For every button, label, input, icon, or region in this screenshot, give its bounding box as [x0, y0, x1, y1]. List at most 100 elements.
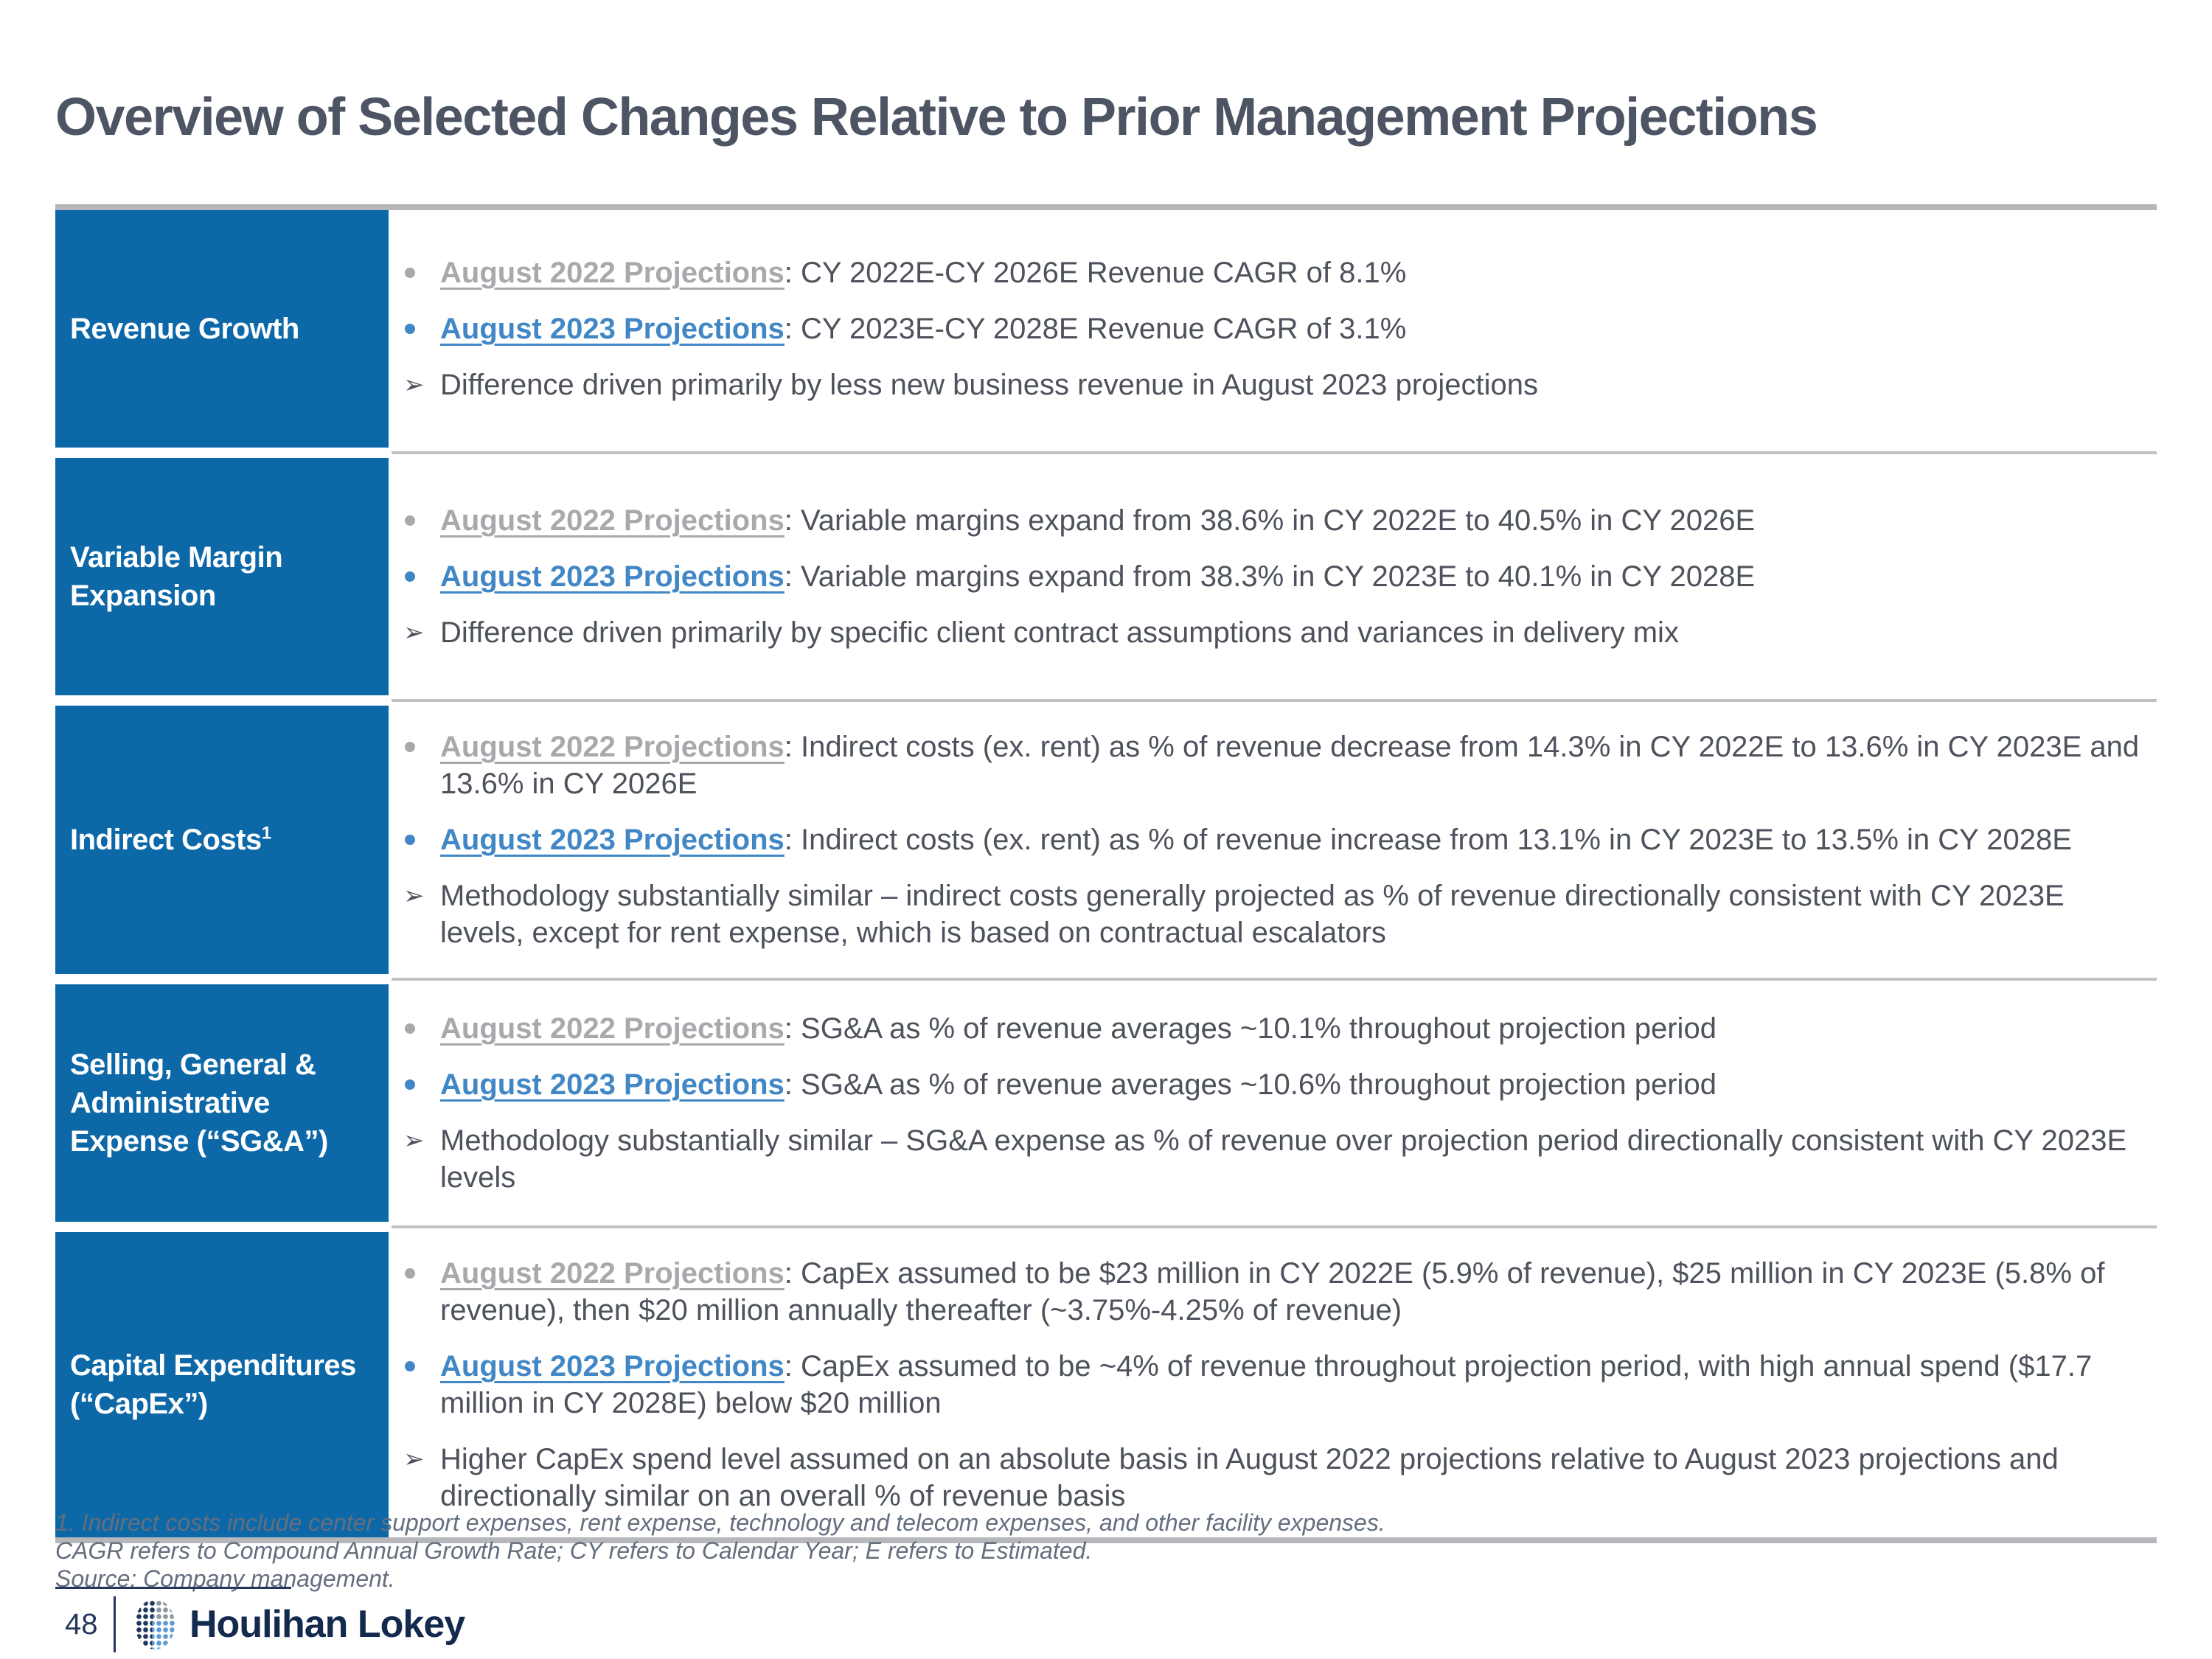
- august-2023-projections-link[interactable]: August 2023 Projections: [440, 560, 785, 593]
- bullet-item: August 2023 Projections: CY 2023E-CY 202…: [403, 310, 2142, 347]
- gray-bullet-dot-icon: [403, 1255, 440, 1329]
- blue-bullet-dot-icon: [403, 1066, 440, 1103]
- august-2022-projections-link[interactable]: August 2022 Projections: [440, 1257, 785, 1290]
- arrow-bullet-icon: [403, 614, 440, 651]
- bullet-item: Higher CapEx spend level assumed on an a…: [403, 1441, 2142, 1514]
- august-2023-projections-link[interactable]: August 2023 Projections: [440, 824, 785, 856]
- bullet-text: Higher CapEx spend level assumed on an a…: [440, 1443, 2059, 1512]
- page-title: Overview of Selected Changes Relative to…: [55, 88, 1818, 147]
- row-header-cell: Variable Margin Expansion: [55, 458, 389, 695]
- bullet-body: : SG&A as % of revenue averages ~10.1% t…: [784, 1012, 1717, 1045]
- august-2022-projections-link[interactable]: August 2022 Projections: [440, 731, 785, 763]
- houlihan-lokey-globe-icon: [135, 1599, 175, 1649]
- table-bottom-border: [55, 1537, 2157, 1543]
- bullet-text: August 2023 Projections: CapEx assumed t…: [440, 1348, 2142, 1422]
- arrow-bullet-icon: [403, 1441, 440, 1514]
- blue-bullet-dot-icon: [403, 821, 440, 858]
- row-content-cell: August 2022 Projections: CapEx assumed t…: [389, 1232, 2157, 1537]
- table-top-border: [55, 204, 2157, 210]
- page-number: 48: [65, 1607, 98, 1641]
- bullet-item: August 2022 Projections: SG&A as % of re…: [403, 1010, 2142, 1047]
- row-header-cell: Selling, General & Administrative Expens…: [55, 984, 389, 1222]
- row-header-label: Variable Margin Expansion: [70, 541, 283, 612]
- bullet-text: August 2023 Projections: CY 2023E-CY 202…: [440, 310, 1406, 347]
- bullet-text: August 2023 Projections: Variable margin…: [440, 558, 1755, 595]
- bullet-text: August 2022 Projections: CY 2022E-CY 202…: [440, 254, 1406, 291]
- arrow-bullet-icon: [403, 1122, 440, 1196]
- august-2023-projections-link[interactable]: August 2023 Projections: [440, 1350, 785, 1382]
- projections-comparison-table: Revenue Growth August 2022 Projections: …: [55, 204, 2157, 1543]
- bullet-text: August 2022 Projections: Variable margin…: [440, 502, 1755, 539]
- bullet-body: : Indirect costs (ex. rent) as % of reve…: [440, 731, 2140, 800]
- row-separator: [55, 448, 2157, 458]
- bullet-text: Methodology substantially similar – indi…: [440, 880, 2065, 949]
- gray-bullet-dot-icon: [403, 728, 440, 802]
- brand-name: Houlihan Lokey: [189, 1603, 465, 1646]
- bullet-body: : SG&A as % of revenue averages ~10.6% t…: [784, 1068, 1717, 1101]
- bullet-text: August 2022 Projections: Indirect costs …: [440, 728, 2142, 802]
- bullet-body: : CapEx assumed to be $23 million in CY …: [440, 1257, 2105, 1326]
- august-2022-projections-link[interactable]: August 2022 Projections: [440, 504, 785, 537]
- bullet-text: August 2023 Projections: Indirect costs …: [440, 821, 2072, 858]
- row-header-label: Capital Expenditures (“CapEx”): [70, 1349, 356, 1420]
- bullet-text: Methodology substantially similar – SG&A…: [440, 1124, 2127, 1194]
- blue-bullet-dot-icon: [403, 1348, 440, 1422]
- bullet-item: August 2022 Projections: Indirect costs …: [403, 728, 2142, 802]
- august-2022-projections-link[interactable]: August 2022 Projections: [440, 1012, 785, 1045]
- row-header-cell: Indirect Costs1: [55, 706, 389, 974]
- gray-bullet-dot-icon: [403, 1010, 440, 1047]
- row-content-cell: August 2022 Projections: Variable margin…: [389, 458, 2157, 695]
- bullet-item: August 2022 Projections: CY 2022E-CY 202…: [403, 254, 2142, 291]
- table-row-indirect-costs: Indirect Costs1 August 2022 Projections:…: [55, 706, 2157, 974]
- row-separator: [55, 695, 2157, 706]
- bullet-item: August 2022 Projections: CapEx assumed t…: [403, 1255, 2142, 1329]
- footer-divider: [114, 1596, 116, 1652]
- table-row-revenue-growth: Revenue Growth August 2022 Projections: …: [55, 210, 2157, 448]
- bullet-body: : Indirect costs (ex. rent) as % of reve…: [784, 824, 2072, 856]
- bullet-item: August 2023 Projections: Indirect costs …: [403, 821, 2142, 858]
- august-2023-projections-link[interactable]: August 2023 Projections: [440, 1068, 785, 1101]
- august-2023-projections-link[interactable]: August 2023 Projections: [440, 313, 785, 345]
- row-content-cell: August 2022 Projections: CY 2022E-CY 202…: [389, 210, 2157, 448]
- footer-rule: [55, 1587, 291, 1589]
- bullet-body: : Variable margins expand from 38.3% in …: [784, 560, 1756, 593]
- gray-bullet-dot-icon: [403, 254, 440, 291]
- footnotes: 1. Indirect costs include center support…: [55, 1509, 1385, 1593]
- table-row-capital-expenditures: Capital Expenditures (“CapEx”) August 20…: [55, 1232, 2157, 1537]
- row-separator: [55, 1222, 2157, 1232]
- bullet-body: : Variable margins expand from 38.6% in …: [784, 504, 1756, 537]
- footnote-line: 1. Indirect costs include center support…: [55, 1509, 1385, 1536]
- bullet-text: Difference driven primarily by less new …: [440, 369, 1538, 401]
- bullet-text: Difference driven primarily by specific …: [440, 616, 1679, 649]
- row-header-label: Indirect Costs1: [70, 823, 271, 856]
- row-separator: [55, 974, 2157, 984]
- bullet-text: August 2022 Projections: CapEx assumed t…: [440, 1255, 2142, 1329]
- table-row-sga-expense: Selling, General & Administrative Expens…: [55, 984, 2157, 1222]
- footnote-reference: 1: [261, 823, 271, 844]
- footnote-line: CAGR refers to Compound Annual Growth Ra…: [55, 1537, 1093, 1564]
- bullet-body: : CapEx assumed to be ~4% of revenue thr…: [440, 1350, 2093, 1419]
- row-header-label: Selling, General & Administrative Expens…: [70, 1048, 328, 1158]
- august-2022-projections-link[interactable]: August 2022 Projections: [440, 257, 785, 289]
- blue-bullet-dot-icon: [403, 310, 440, 347]
- bullet-item: Methodology substantially similar – indi…: [403, 877, 2142, 951]
- bullet-text: August 2023 Projections: SG&A as % of re…: [440, 1066, 1717, 1103]
- bullet-item: August 2023 Projections: CapEx assumed t…: [403, 1348, 2142, 1422]
- bullet-item: August 2023 Projections: SG&A as % of re…: [403, 1066, 2142, 1103]
- row-header-cell: Revenue Growth: [55, 210, 389, 448]
- bullet-body: : CY 2023E-CY 2028E Revenue CAGR of 3.1%: [784, 313, 1407, 345]
- table-row-variable-margin-expansion: Variable Margin Expansion August 2022 Pr…: [55, 458, 2157, 695]
- bullet-item: Difference driven primarily by less new …: [403, 366, 2142, 403]
- bullet-text: August 2022 Projections: SG&A as % of re…: [440, 1010, 1717, 1047]
- bullet-item: Methodology substantially similar – SG&A…: [403, 1122, 2142, 1196]
- arrow-bullet-icon: [403, 366, 440, 403]
- bullet-item: August 2022 Projections: Variable margin…: [403, 502, 2142, 539]
- bullet-item: August 2023 Projections: Variable margin…: [403, 558, 2142, 595]
- bullet-item: Difference driven primarily by specific …: [403, 614, 2142, 651]
- bullet-body: : CY 2022E-CY 2026E Revenue CAGR of 8.1%: [784, 257, 1407, 289]
- row-header-cell: Capital Expenditures (“CapEx”): [55, 1232, 389, 1537]
- footer: 48 Houlihan Lokey: [65, 1596, 465, 1653]
- arrow-bullet-icon: [403, 877, 440, 951]
- row-content-cell: August 2022 Projections: Indirect costs …: [389, 706, 2157, 974]
